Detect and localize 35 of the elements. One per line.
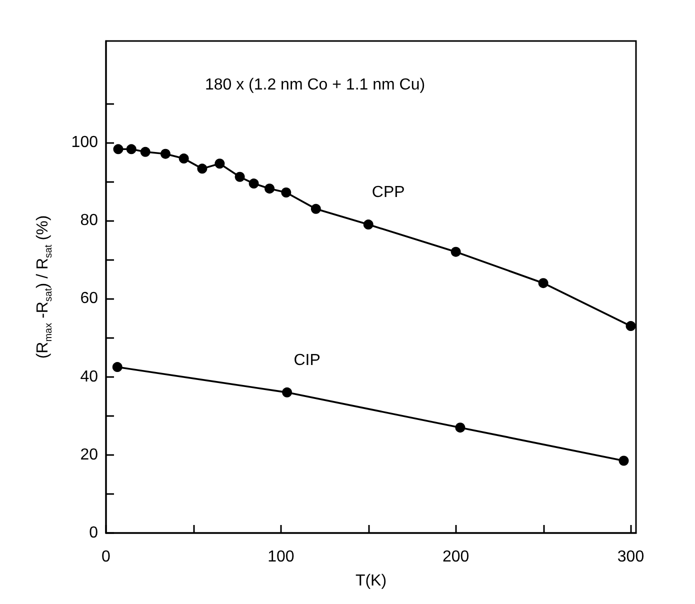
point [160,148,170,159]
y-tick-label: 0 [89,524,98,542]
point [126,144,136,154]
point [214,158,225,169]
point [281,188,292,198]
point [538,278,548,288]
series-label: CIP [294,352,320,369]
point [450,246,461,257]
point [282,387,292,398]
y-tick-label: 100 [71,134,98,152]
point [197,164,208,174]
point [264,184,275,194]
x-tick-label: 0 [102,548,111,566]
y-tick-label: 40 [80,368,98,386]
x-axis-title: T(K) [355,572,387,590]
point [310,204,321,214]
x-tick-label: 300 [617,548,644,566]
point [248,178,259,189]
y-tick-label: 20 [80,446,98,464]
text: 180 x (1.2 nm Co + 1.1 nm Cu) [204,76,426,94]
point [178,154,189,164]
point [234,172,245,182]
point [618,456,629,466]
point [626,321,636,332]
point [112,362,122,372]
point [113,144,124,154]
point [140,146,150,157]
series-label: CPP [372,184,405,202]
x-tick-label: 100 [268,548,294,566]
y-tick-label: 80 [80,212,98,230]
point [455,422,466,433]
point [363,220,374,230]
y-tick-label: 60 [80,290,98,308]
y-axis-title: (Rmax -Rsat) / Rsat (%) [34,215,54,359]
x-tick-label: 200 [442,548,470,566]
